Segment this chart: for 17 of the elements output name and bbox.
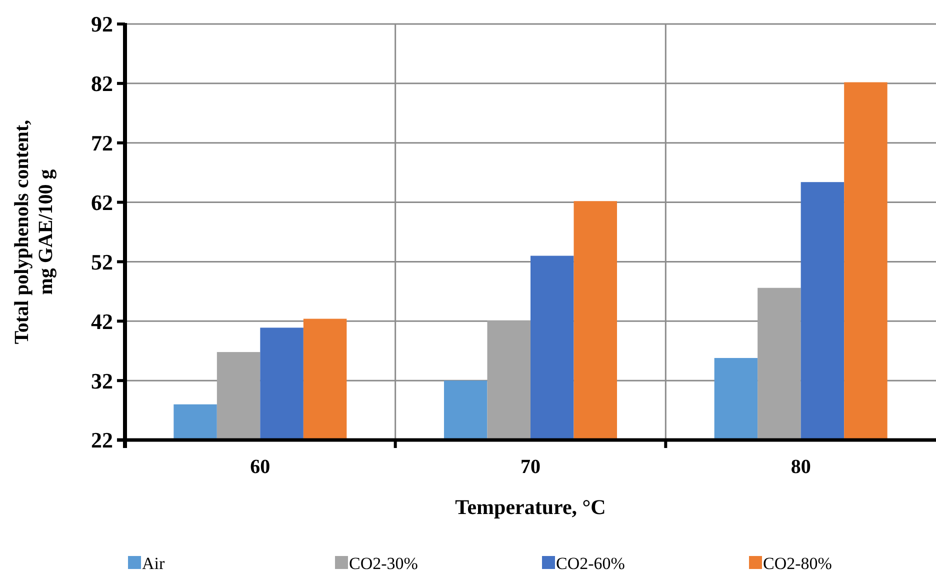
legend-label: Air	[142, 554, 165, 573]
x-tick-label: 60	[250, 456, 270, 478]
x-tick-label: 70	[520, 456, 540, 478]
y-tick-label: 42	[91, 308, 113, 334]
y-tick-label: 52	[91, 249, 113, 274]
x-axis-title: Temperature, °C	[455, 495, 606, 519]
y-tick-label: 82	[91, 71, 113, 96]
y-tick-label: 62	[91, 190, 113, 215]
y-tick-label: 72	[91, 130, 113, 156]
x-tick-label: 80	[790, 456, 811, 478]
y-axis-title: Total polyphenols content, mg GAE/100 g	[11, 120, 57, 344]
legend-label: CO2-60%	[556, 554, 625, 573]
y-tick-label: 32	[91, 368, 113, 394]
y-tick-label: 22	[91, 428, 113, 453]
legend-label: CO2-80%	[763, 554, 832, 573]
y-tick-label: 92	[91, 12, 113, 37]
legend-label: CO2-30%	[349, 554, 418, 573]
